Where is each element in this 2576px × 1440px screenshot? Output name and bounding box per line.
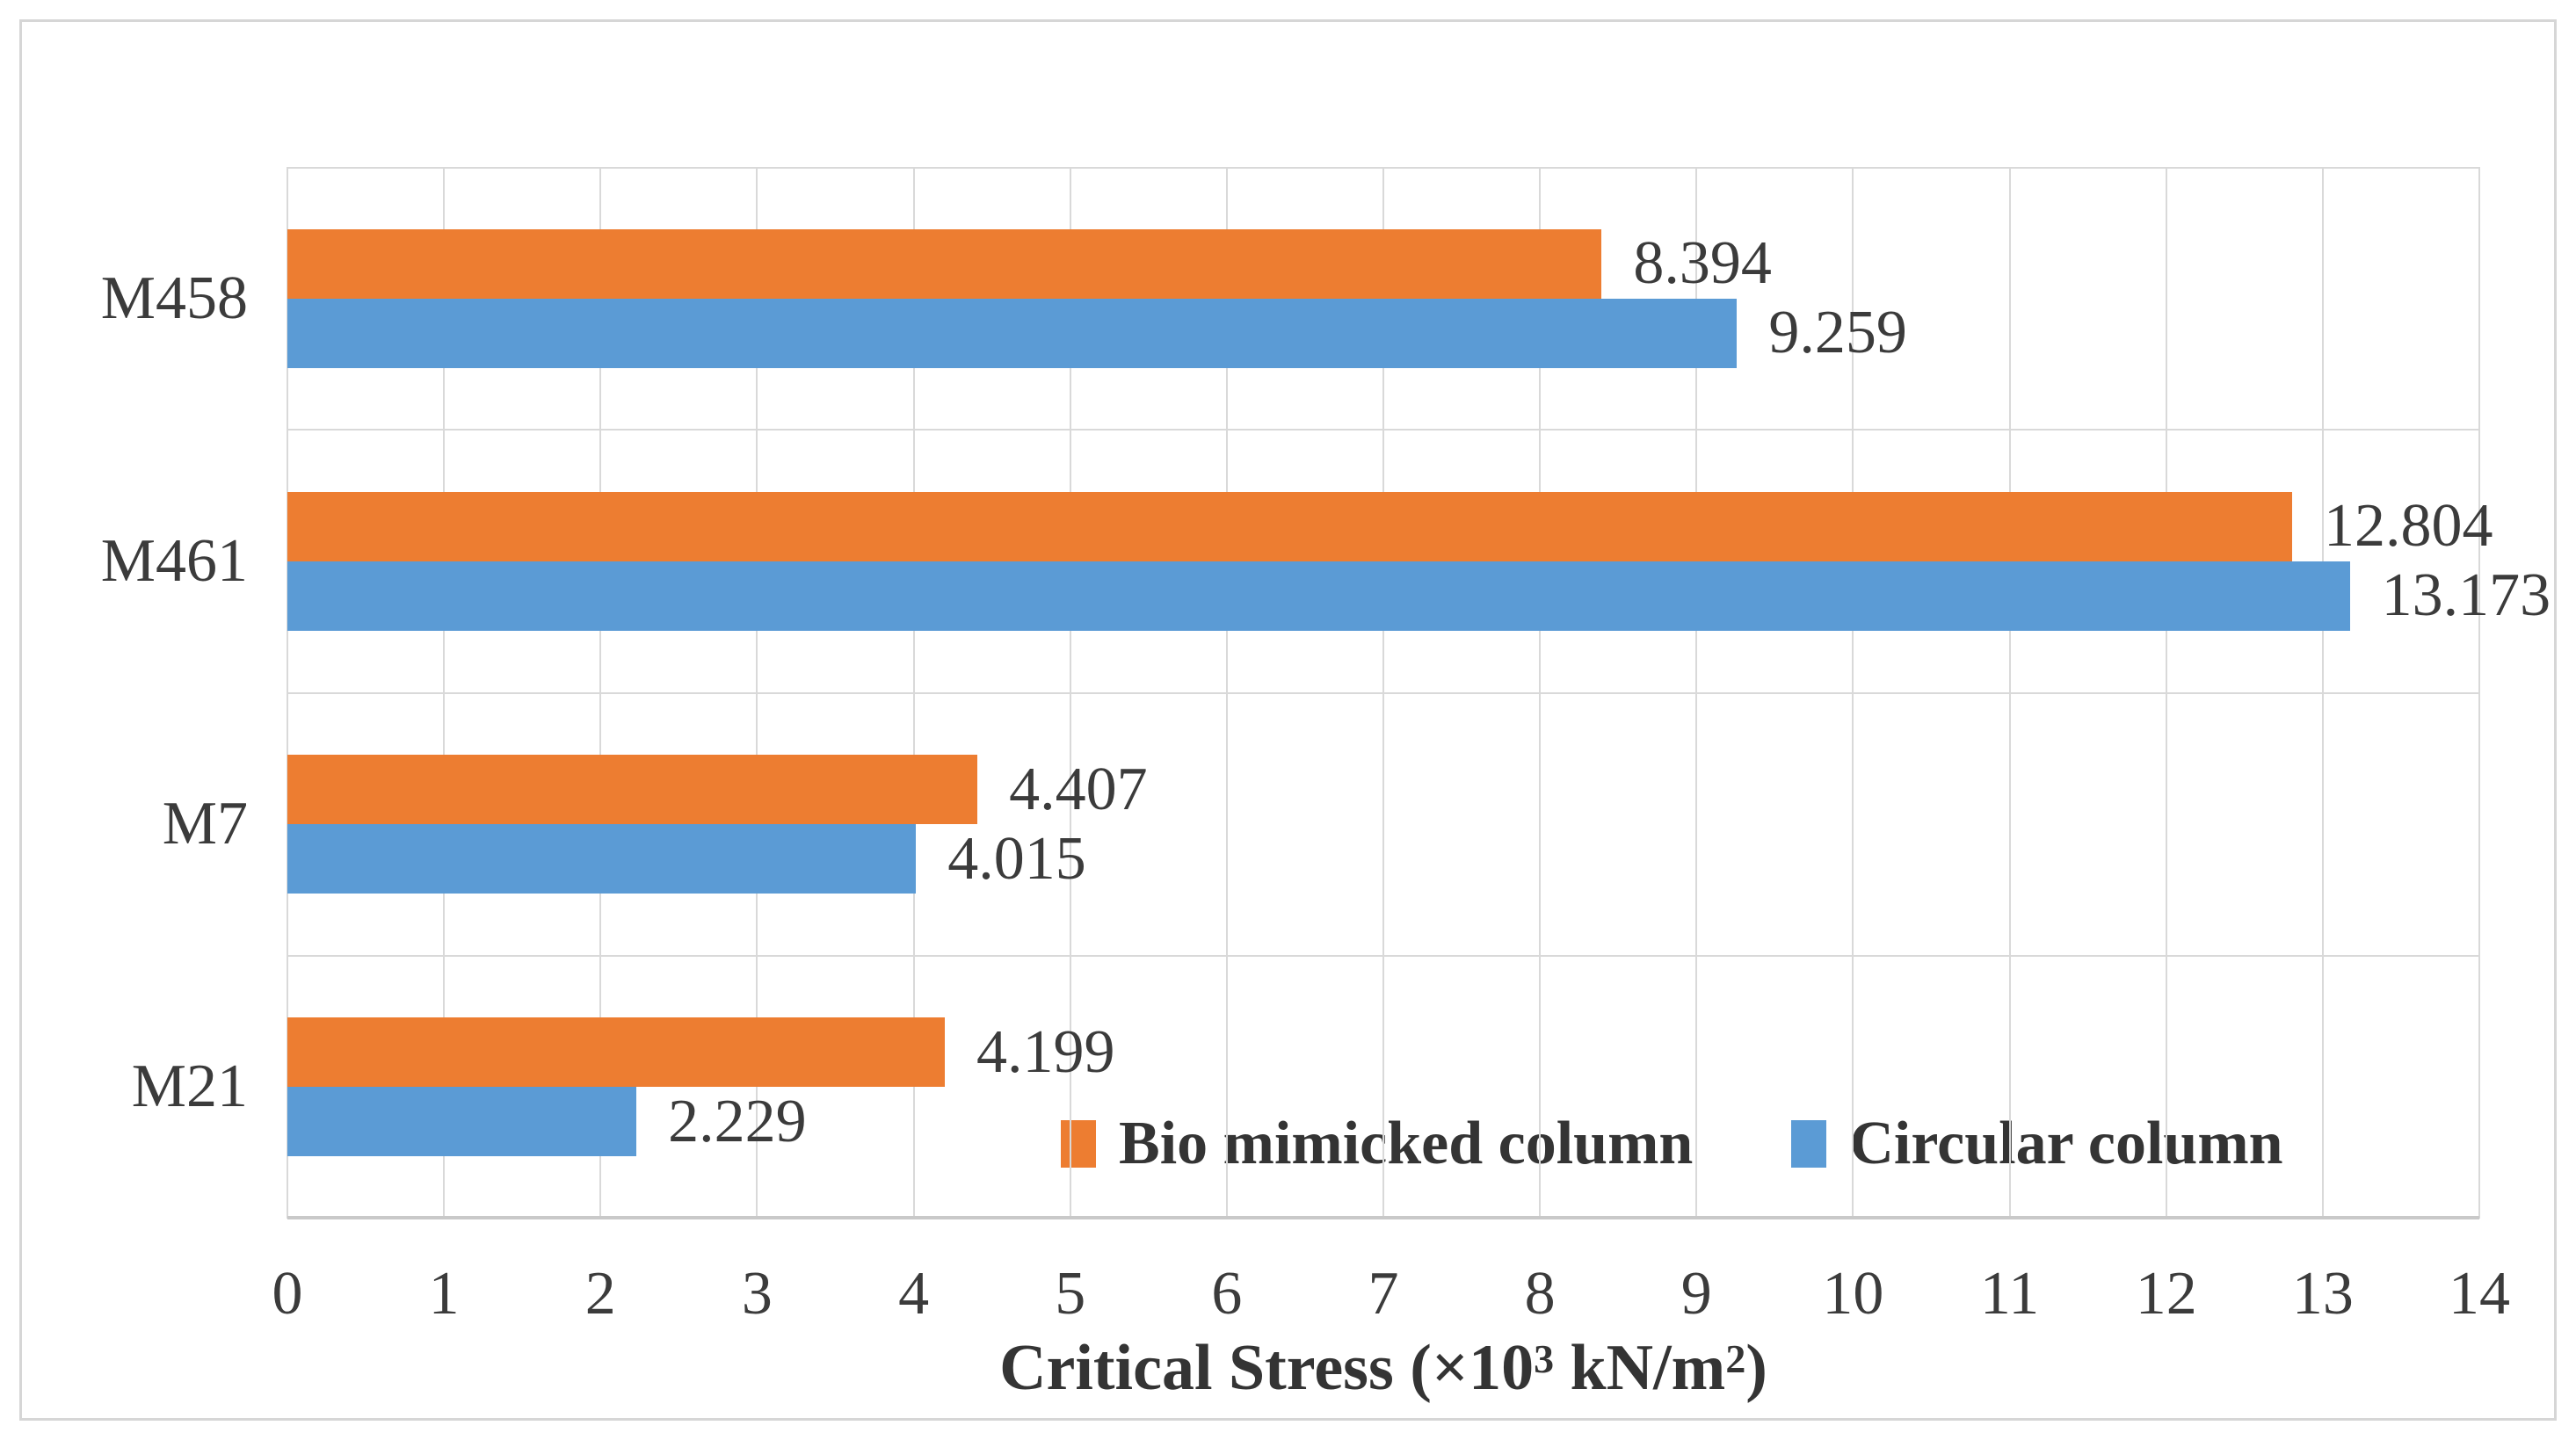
gridline-horizontal-1 [287, 429, 2479, 431]
data-label-circular-column-m461: 13.173 [2381, 561, 2551, 630]
legend-label-bio-mimicked-column: Bio mimicked column [1119, 1110, 1694, 1177]
gridline-vertical-14 [2478, 167, 2480, 1219]
y-axis-category-labels: M458 M461 M7 M21 [32, 0, 248, 1440]
legend-marker-circular-column [1791, 1120, 1827, 1168]
x-axis-title-text: Critical Stress (×10 [999, 1332, 1535, 1404]
category-label-m7: M7 [162, 790, 248, 858]
x-tick-5: 5 [1055, 1260, 1086, 1328]
bar-circular-column-m458 [287, 298, 1738, 368]
plot-area: Bio mimicked column Circular column 8.394… [287, 167, 2551, 1219]
x-axis-title-unit-exponent: 2 [1725, 1335, 1746, 1381]
data-label-bio-mimicked-column-m461: 12.804 [2323, 492, 2493, 561]
gridline-horizontal-3 [287, 954, 2479, 957]
category-label-m21: M21 [131, 1053, 248, 1121]
x-tick-2: 2 [584, 1260, 616, 1328]
gridline-horizontal-2 [287, 691, 2479, 694]
x-axis-title-unit: kN/m [1554, 1332, 1726, 1404]
x-tick-11: 11 [1979, 1260, 2040, 1328]
data-label-bio-mimicked-column-m458: 8.394 [1633, 229, 1772, 298]
x-tick-6: 6 [1211, 1260, 1243, 1328]
x-axis-tick-labels: 0 1 2 3 4 5 6 7 8 9 10 11 12 13 14 [0, 1263, 2576, 1342]
x-tick-9: 9 [1680, 1260, 1712, 1328]
x-axis-title-exponent: 3 [1534, 1335, 1555, 1381]
figure-border [19, 19, 2557, 1421]
x-tick-1: 1 [428, 1260, 460, 1328]
data-label-circular-column-m7: 4.015 [947, 824, 1086, 893]
x-tick-0: 0 [272, 1260, 303, 1328]
data-label-bio-mimicked-column-m7: 4.407 [1009, 755, 1148, 823]
gridline-horizontal-0 [287, 167, 2479, 169]
x-tick-14: 14 [2449, 1260, 2510, 1328]
legend: Bio mimicked column Circular column [1061, 1102, 2283, 1186]
x-axis-title: Critical Stress (×103 kN/m2) [287, 1335, 2479, 1400]
bar-bio-mimicked-column-m458 [287, 228, 1602, 299]
x-tick-13: 13 [2291, 1260, 2354, 1328]
bar-circular-column-m7 [287, 824, 917, 894]
bar-bio-mimicked-column-m21 [287, 1017, 946, 1088]
category-label-m458: M458 [100, 264, 248, 332]
data-label-circular-column-m458: 9.259 [1768, 299, 1907, 367]
x-axis-title-close: ) [1745, 1332, 1767, 1404]
bar-circular-column-m21 [287, 1087, 637, 1157]
x-tick-3: 3 [741, 1260, 773, 1328]
legend-item-bio-mimicked-column: Bio mimicked column [1061, 1113, 1693, 1175]
legend-item-circular-column: Circular column [1791, 1110, 2283, 1177]
x-axis-line [287, 1216, 2479, 1219]
x-tick-8: 8 [1524, 1260, 1556, 1328]
bar-circular-column-m461 [287, 561, 2350, 631]
legend-marker-bio-mimicked-column [1061, 1120, 1096, 1168]
bar-bio-mimicked-column-m461 [287, 491, 2292, 561]
bar-bio-mimicked-column-m7 [287, 755, 978, 825]
x-tick-4: 4 [898, 1260, 930, 1328]
x-tick-10: 10 [1822, 1260, 1884, 1328]
x-tick-12: 12 [2135, 1260, 2197, 1328]
legend-label-circular-column: Circular column [1849, 1110, 2283, 1177]
x-tick-7: 7 [1368, 1260, 1399, 1328]
data-label-bio-mimicked-column-m21: 4.199 [976, 1017, 1115, 1086]
data-label-circular-column-m21: 2.229 [668, 1087, 807, 1155]
category-label-m461: M461 [100, 526, 248, 595]
